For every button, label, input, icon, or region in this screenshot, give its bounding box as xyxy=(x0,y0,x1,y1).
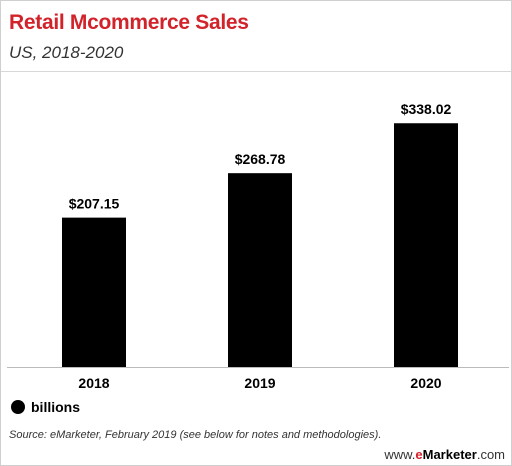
chart-subtitle: US, 2018-2020 xyxy=(9,43,124,62)
x-tick-label-2019: 2019 xyxy=(244,375,275,391)
brand-footer: www.eMarketer.com xyxy=(384,447,505,462)
brand-e: e xyxy=(415,447,423,462)
chart-title: Retail Mcommerce Sales xyxy=(9,11,249,34)
legend: billions xyxy=(11,399,80,415)
brand-prefix: www. xyxy=(384,447,416,462)
data-label-2020: $338.02 xyxy=(401,101,452,117)
bar-chart: $207.15 2018 $268.78 2019 $338.02 2020 xyxy=(7,101,509,391)
bar-2018 xyxy=(62,217,126,367)
header-divider xyxy=(1,71,511,72)
x-tick-label-2018: 2018 xyxy=(78,375,109,391)
bar-2019 xyxy=(228,173,292,367)
brand-name: Marketer xyxy=(422,447,477,462)
brand-suffix: .com xyxy=(476,447,505,462)
data-label-2018: $207.15 xyxy=(69,196,120,212)
x-tick-label-2020: 2020 xyxy=(410,375,441,391)
data-label-2019: $268.78 xyxy=(235,151,286,167)
source-note: Source: eMarketer, February 2019 (see be… xyxy=(9,429,382,441)
legend-marker xyxy=(11,400,25,414)
bar-2020 xyxy=(394,123,458,367)
legend-label: billions xyxy=(31,399,80,415)
